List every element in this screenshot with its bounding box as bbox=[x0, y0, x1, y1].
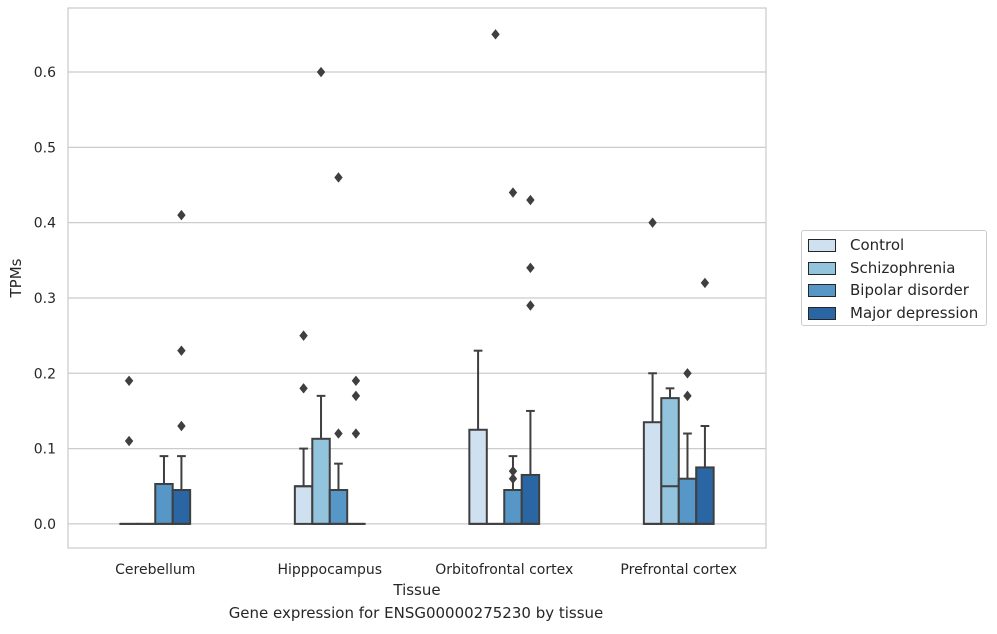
x-tick-label-orbitofrontal-cortex: Orbitofrontal cortex bbox=[435, 562, 573, 578]
outlier-cerebellum-major-depression-0 bbox=[177, 209, 186, 221]
legend-item-major-depression: Major depression bbox=[808, 303, 978, 323]
box-body bbox=[677, 477, 698, 525]
legend-item-bipolar-disorder: Bipolar disorder bbox=[808, 280, 969, 300]
outlier-prefrontal-cortex-major-depression-0 bbox=[700, 277, 710, 289]
box-prefrontal-cortex-schizophrenia bbox=[660, 387, 680, 525]
outlier-orbitofrontal-cortex-major-depression-0 bbox=[526, 194, 535, 206]
outlier-hipppocampus-schizophrenia-0 bbox=[316, 66, 326, 78]
outlier-orbitofrontal-cortex-bipolar-disorder-2 bbox=[508, 473, 518, 484]
box-hipppocampus-bipolar-disorder bbox=[328, 462, 349, 525]
y-tick-label-4: 0.4 bbox=[34, 216, 56, 232]
box-orbitofrontal-cortex-major-depression bbox=[520, 409, 541, 525]
outlier-hipppocampus-bipolar-disorder-1 bbox=[334, 428, 343, 439]
outlier-hipppocampus-major-depression-1 bbox=[351, 390, 361, 402]
y-tick-label-6: 0.6 bbox=[34, 65, 56, 81]
box-body bbox=[520, 473, 541, 525]
chart-caption: Gene expression for ENSG00000275230 by t… bbox=[228, 604, 604, 622]
legend-swatch-bipolar-disorder bbox=[808, 283, 836, 297]
y-tick-label-2: 0.2 bbox=[34, 366, 56, 382]
legend-label-control: Control bbox=[850, 236, 905, 254]
outlier-cerebellum-control-1 bbox=[124, 435, 134, 447]
y-tick-labels: 0.0 0.1 0.2 0.3 0.4 0.5 0.6 bbox=[34, 65, 56, 533]
box-body bbox=[154, 482, 174, 525]
outlier-prefrontal-cortex-bipolar-disorder-0 bbox=[683, 368, 692, 379]
box-prefrontal-cortex-control bbox=[642, 372, 663, 525]
outlier-hipppocampus-major-depression-2 bbox=[351, 428, 361, 439]
box-hipppocampus-schizophrenia bbox=[311, 394, 331, 525]
outlier-orbitofrontal-cortex-major-depression-2 bbox=[526, 300, 535, 311]
plot-frame bbox=[67, 7, 767, 549]
y-tick-label-5: 0.5 bbox=[34, 140, 56, 156]
box-body bbox=[468, 428, 488, 525]
box-body bbox=[311, 437, 331, 525]
box-body bbox=[642, 421, 663, 525]
outlier-hipppocampus-bipolar-disorder-0 bbox=[334, 172, 343, 183]
y-tick-label-1: 0.1 bbox=[34, 442, 56, 458]
box-body bbox=[328, 489, 349, 525]
legend-label-schizophrenia: Schizophrenia bbox=[850, 259, 956, 277]
outlier-hipppocampus-control-1 bbox=[299, 383, 308, 394]
x-axis-label: Tissue bbox=[392, 581, 440, 599]
outlier-cerebellum-major-depression-1 bbox=[177, 345, 186, 356]
legend: Control Schizophrenia Bipolar disorder M… bbox=[801, 230, 987, 326]
box-prefrontal-cortex-bipolar-disorder bbox=[677, 432, 698, 525]
outlier-orbitofrontal-cortex-bipolar-disorder-1 bbox=[508, 465, 518, 477]
box-cerebellum-bipolar-disorder bbox=[154, 455, 174, 525]
x-tick-labels: Cerebellum Hipppocampus Orbitofrontal cort… bbox=[115, 562, 737, 578]
legend-item-control: Control bbox=[808, 235, 904, 255]
box-body bbox=[171, 489, 192, 525]
box-body bbox=[695, 466, 715, 525]
x-tick-label-cerebellum: Cerebellum bbox=[115, 562, 195, 578]
box-cerebellum-major-depression bbox=[171, 455, 192, 525]
outlier-orbitofrontal-cortex-bipolar-disorder-0 bbox=[508, 187, 518, 198]
box-body bbox=[660, 397, 680, 525]
outlier-cerebellum-control-0 bbox=[124, 375, 134, 387]
gridlines bbox=[68, 71, 766, 525]
legend-swatch-major-depression bbox=[808, 306, 836, 320]
outlier-orbitofrontal-cortex-schizophrenia-0 bbox=[491, 29, 500, 40]
y-tick-label-0: 0.0 bbox=[34, 517, 56, 533]
legend-swatch-schizophrenia bbox=[808, 261, 836, 275]
legend-swatch-control bbox=[808, 238, 836, 252]
outlier-prefrontal-cortex-control-0 bbox=[648, 217, 657, 228]
x-tick-label-prefrontal-cortex: Prefrontal cortex bbox=[620, 562, 737, 578]
outlier-cerebellum-major-depression-2 bbox=[177, 420, 186, 432]
box-prefrontal-cortex-major-depression bbox=[695, 424, 715, 525]
box-body bbox=[503, 489, 523, 525]
outlier-points bbox=[124, 29, 710, 484]
box-body bbox=[293, 485, 314, 525]
x-tick-label-hipppocampus: Hipppocampus bbox=[277, 562, 382, 578]
box-hipppocampus-control bbox=[293, 447, 314, 525]
legend-label-bipolar-disorder: Bipolar disorder bbox=[850, 281, 969, 299]
legend-item-schizophrenia: Schizophrenia bbox=[808, 258, 955, 278]
outlier-orbitofrontal-cortex-major-depression-1 bbox=[526, 262, 535, 274]
box-orbitofrontal-cortex-control bbox=[468, 349, 488, 525]
y-axis-label: TPMs bbox=[7, 258, 25, 298]
outlier-prefrontal-cortex-bipolar-disorder-1 bbox=[683, 390, 692, 402]
boxes bbox=[119, 349, 715, 525]
outlier-hipppocampus-major-depression-0 bbox=[351, 375, 361, 387]
y-tick-label-3: 0.3 bbox=[34, 291, 56, 307]
outlier-hipppocampus-control-0 bbox=[299, 330, 308, 341]
legend-label-major-depression: Major depression bbox=[850, 304, 979, 322]
